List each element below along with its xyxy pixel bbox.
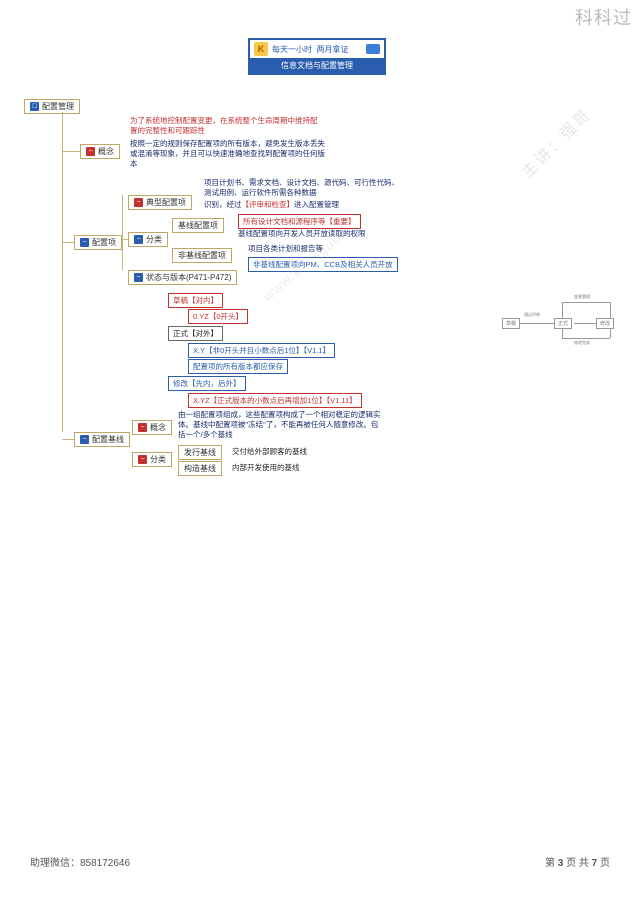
header-top: K 每天一小时 两月拿证 <box>250 40 384 58</box>
version-formal-r2: 配置项的所有版本都应保存 <box>188 359 288 374</box>
node-typical: − 典型配置项 <box>128 195 192 210</box>
connector <box>62 112 63 432</box>
minus-icon: − <box>138 455 147 464</box>
nonbaseline-r1: 项目各类计划和报告等 <box>248 244 323 254</box>
node-build-baseline: 构造基线 <box>178 461 222 476</box>
version-draft: 草稿【对内】 <box>168 293 223 308</box>
version-formal-r1: X.Y【非0开头并且小数点后1位】【V1.1】 <box>188 343 335 358</box>
node-label: 概念 <box>98 146 114 157</box>
connector <box>62 151 80 152</box>
node-label: 分类 <box>150 454 166 465</box>
release-desc: 交付给外部顾客的基线 <box>232 447 307 457</box>
footer-contact: 助理微信：858172646 <box>30 854 130 869</box>
node-label: 配置管理 <box>42 101 74 112</box>
node-status: − 状态与版本(P471-P472) <box>128 270 237 285</box>
nonbaseline-r2: 非基线配置项向PM、CCB及相关人员开放 <box>248 257 398 272</box>
sd-label-ab: 通过评审 <box>524 312 540 318</box>
sd-formal: 正式 <box>554 318 572 329</box>
typical-text: 项目计划书、需求文档、设计文档、源代码、可行性代码、测试用例、运行软件所需各种数… <box>204 178 399 198</box>
connector <box>62 439 74 440</box>
minus-icon: − <box>80 435 89 444</box>
node-label: 配置项 <box>92 237 116 248</box>
node-label: 典型配置项 <box>146 197 186 208</box>
concept-text-2: 按照一定的规则保存配置项的所有版本，避免发生版本丢失或混淆等现象，并且可以快速准… <box>130 139 330 169</box>
node-label: 基线配置项 <box>178 220 218 231</box>
typical-note: 识别，经过【评审和检查】进入配置管理 <box>204 200 414 210</box>
sd-label-top: 变更管理 <box>574 294 590 300</box>
version-draft-rule: 0.YZ【0开头】 <box>188 309 248 324</box>
sd-modify: 修改 <box>596 318 614 329</box>
version-formal: 正式【对外】 <box>168 326 223 341</box>
minus-icon: − <box>80 238 89 247</box>
node-config-baseline: − 配置基线 <box>74 432 130 447</box>
version-modify: 修改【先内，后外】 <box>168 376 246 391</box>
node-release-baseline: 发行基线 <box>178 445 222 460</box>
node-root: □ 配置管理 <box>24 99 80 114</box>
expand-icon: □ <box>30 102 39 111</box>
baseline-r2: 基线配置项向开发人员开放读取的权限 <box>238 229 366 239</box>
sd-line <box>562 302 563 318</box>
watermark-lecturer: 主讲：强哥 <box>515 102 596 183</box>
minus-icon: − <box>134 235 143 244</box>
sd-line <box>610 328 611 338</box>
sd-line <box>574 323 596 324</box>
node-label: 分类 <box>146 234 162 245</box>
header-badge-icon <box>366 44 380 54</box>
footer-pagination: 第 3 页 共 7 页 <box>545 854 610 869</box>
node-concept: − 概念 <box>80 144 120 159</box>
baseline-r1: 所有设计文档和源程序等【重要】 <box>238 214 361 229</box>
concept-text-1: 为了系统地控制配置变更，在系统整个生命周期中维持配置的完整性和可跟踪性 <box>130 116 320 136</box>
header-subtitle: 信息文档与配置管理 <box>250 58 384 73</box>
node-baseline-item: 基线配置项 <box>172 218 224 233</box>
node-config-item: − 配置项 <box>74 235 122 250</box>
connector <box>122 195 123 270</box>
connector <box>62 242 74 243</box>
node-label: 构造基线 <box>184 463 216 474</box>
sd-line <box>520 323 554 324</box>
sd-draft: 草稿 <box>502 318 520 329</box>
version-modify-rule: X.YZ【正式版本的小数点后再增加1位】【V1.11】 <box>188 393 362 408</box>
node-nonbaseline-item: 非基线配置项 <box>172 248 232 263</box>
minus-icon: − <box>138 423 147 432</box>
node-baseline-concept: − 概念 <box>132 420 172 435</box>
header-box: K 每天一小时 两月拿证 信息文档与配置管理 <box>248 38 386 75</box>
node-baseline-classify: − 分类 <box>132 452 172 467</box>
logo-icon: K <box>254 42 268 56</box>
node-label: 状态与版本(P471-P472) <box>146 272 231 283</box>
sd-line <box>562 302 610 303</box>
minus-icon: − <box>134 273 143 282</box>
state-diagram: 草稿 正式 修改 通过评审 变更管理 修改完成 <box>502 290 622 358</box>
minus-icon: − <box>134 198 143 207</box>
build-desc: 内部开发使用的基线 <box>232 463 300 473</box>
minus-icon: − <box>86 147 95 156</box>
node-label: 配置基线 <box>92 434 124 445</box>
baseline-concept-text: 由一组配置项组成，这些配置项构成了一个相对稳定的逻辑实体。基线中配置项被"冻结"… <box>178 410 383 440</box>
sd-line <box>562 338 610 339</box>
connector <box>122 239 128 240</box>
node-label: 非基线配置项 <box>178 250 226 261</box>
node-classify: − 分类 <box>128 232 168 247</box>
brand-watermark: 科科过 <box>575 4 632 30</box>
sd-line <box>610 302 611 318</box>
sd-label-cb: 修改完成 <box>574 340 590 346</box>
slogan: 每天一小时 两月拿证 <box>272 44 366 55</box>
sd-line <box>562 328 563 338</box>
node-label: 概念 <box>150 422 166 433</box>
node-label: 发行基线 <box>184 447 216 458</box>
